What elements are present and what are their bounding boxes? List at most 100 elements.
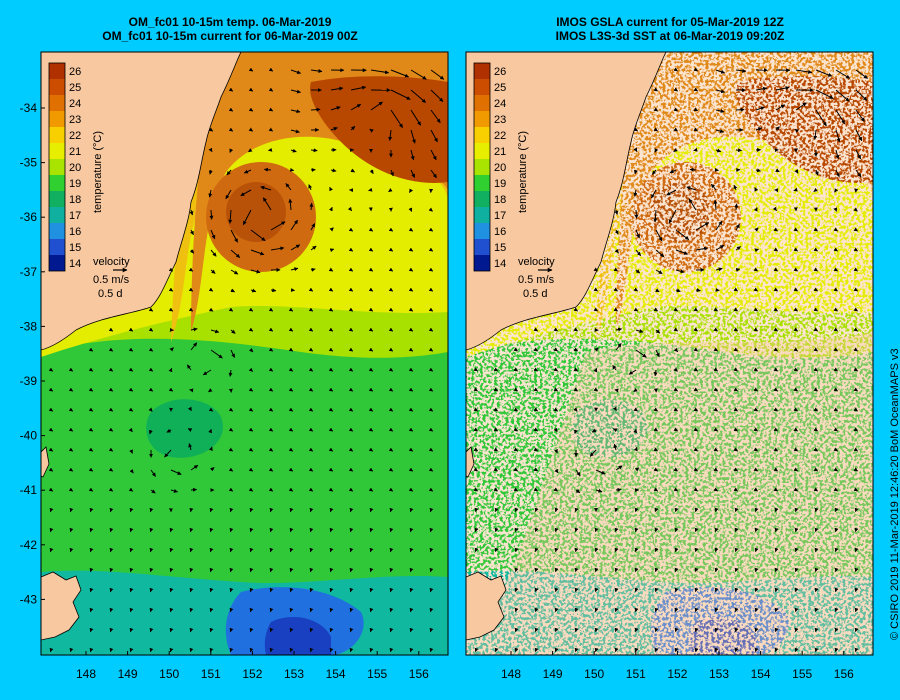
current-vector — [793, 407, 798, 412]
current-vector — [289, 627, 294, 633]
current-vector — [229, 627, 234, 633]
current-vector — [348, 427, 354, 432]
current-vector — [428, 207, 433, 212]
current-vector — [260, 185, 272, 191]
current-vector — [655, 229, 663, 242]
current-vector — [310, 148, 318, 153]
current-vector — [330, 106, 341, 111]
current-vector — [835, 89, 850, 102]
current-vector — [833, 447, 838, 452]
current-vector — [368, 227, 374, 232]
colorbar-swatch — [49, 95, 65, 111]
current-vector — [209, 527, 214, 533]
current-vector — [735, 223, 740, 231]
current-vector — [408, 188, 414, 193]
current-vector — [430, 89, 444, 102]
current-vector — [474, 527, 479, 532]
current-vector — [328, 307, 334, 312]
left-map — [41, 52, 448, 655]
current-vector — [754, 187, 759, 192]
current-vector — [675, 269, 685, 274]
current-vector — [109, 627, 114, 633]
current-vector — [554, 507, 559, 512]
current-vector — [328, 327, 334, 332]
current-vector — [109, 547, 114, 553]
current-vector — [209, 567, 214, 573]
current-vector — [734, 567, 739, 572]
current-vector — [428, 247, 434, 252]
current-vector — [328, 407, 334, 412]
current-vector — [773, 227, 778, 232]
current-vector — [429, 547, 434, 553]
current-vector — [733, 407, 738, 412]
current-vector — [109, 587, 114, 593]
current-vector — [674, 587, 679, 592]
current-vector — [88, 347, 94, 352]
current-vector — [666, 189, 677, 196]
current-vector — [389, 607, 394, 613]
current-vector — [309, 527, 314, 533]
colorbar-tick-label: 23 — [69, 114, 81, 126]
current-vector — [713, 347, 718, 352]
current-vector — [614, 647, 619, 652]
current-vector — [473, 407, 478, 412]
current-vector — [693, 487, 698, 492]
current-vector — [350, 125, 356, 131]
current-vector — [268, 127, 274, 132]
current-vector — [88, 427, 94, 432]
current-vector — [653, 87, 658, 92]
current-vector — [128, 367, 134, 372]
current-vector — [430, 69, 445, 80]
current-vector — [189, 627, 194, 633]
current-vector — [655, 269, 663, 275]
latitude-tick-label: -35 — [20, 156, 38, 170]
current-vector — [369, 507, 374, 513]
current-vector — [228, 307, 234, 312]
current-vector — [250, 229, 266, 242]
current-vector — [389, 507, 394, 513]
current-vector — [668, 209, 677, 224]
current-vector — [226, 169, 232, 176]
current-vector — [753, 207, 758, 212]
current-vector — [573, 367, 578, 372]
latitude-tick-label: -39 — [20, 374, 38, 388]
colorbar-tick-label: 19 — [494, 178, 506, 190]
current-vector — [594, 347, 599, 352]
current-vector — [634, 467, 640, 472]
current-vector — [793, 327, 798, 332]
current-vector — [813, 227, 818, 232]
current-vector — [854, 547, 859, 552]
current-vector — [853, 487, 858, 492]
latitude-tick-label: -42 — [20, 538, 38, 552]
current-vector — [289, 507, 294, 513]
colorbar-swatch — [474, 143, 490, 159]
current-vector — [674, 647, 679, 652]
current-vector — [715, 148, 722, 153]
current-vector — [493, 407, 498, 412]
colorbar-swatch — [474, 191, 490, 207]
current-vector — [309, 547, 314, 553]
current-vector — [269, 607, 274, 613]
current-vector — [428, 467, 434, 472]
current-vector — [833, 307, 838, 312]
current-vector — [229, 547, 234, 553]
current-vector — [430, 109, 441, 124]
current-vector — [574, 627, 579, 632]
current-vector — [553, 427, 558, 432]
current-vector — [614, 547, 619, 552]
current-vector — [188, 267, 194, 272]
current-vector — [514, 647, 519, 652]
current-vector — [853, 247, 858, 252]
current-vector — [409, 607, 414, 613]
current-vector — [269, 627, 274, 633]
current-vector — [389, 627, 394, 633]
current-vector — [129, 647, 134, 653]
current-vector — [793, 427, 798, 432]
current-vector — [150, 489, 156, 494]
current-vector — [348, 267, 354, 272]
current-vector — [328, 487, 334, 492]
current-vector — [693, 87, 698, 92]
current-vector — [635, 269, 641, 274]
current-vector — [694, 647, 699, 652]
current-vector — [168, 387, 174, 392]
